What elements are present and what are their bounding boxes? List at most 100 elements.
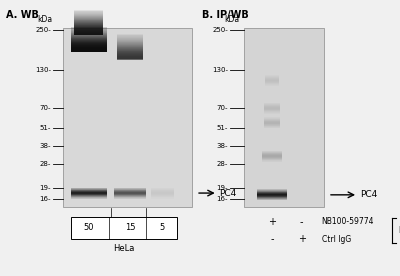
Bar bbox=[117, 34, 143, 35]
Bar bbox=[74, 17, 103, 18]
Bar bbox=[74, 11, 103, 12]
Bar bbox=[70, 36, 107, 37]
Bar bbox=[74, 27, 103, 28]
Bar bbox=[74, 16, 103, 17]
Bar bbox=[117, 55, 143, 56]
Text: 28-: 28- bbox=[217, 161, 228, 167]
Bar bbox=[70, 33, 107, 34]
Bar bbox=[117, 47, 143, 48]
Bar bbox=[74, 20, 103, 21]
Bar bbox=[74, 21, 103, 22]
Bar bbox=[117, 35, 143, 36]
Text: 51-: 51- bbox=[40, 124, 51, 131]
Bar bbox=[70, 44, 107, 45]
Bar bbox=[74, 31, 103, 32]
Bar bbox=[70, 45, 107, 46]
Bar bbox=[117, 43, 143, 44]
Text: 5: 5 bbox=[160, 223, 165, 232]
Bar bbox=[74, 31, 103, 32]
Bar bbox=[117, 36, 143, 37]
Bar bbox=[117, 37, 143, 38]
Bar bbox=[74, 14, 103, 15]
Text: kDa: kDa bbox=[224, 15, 239, 25]
Bar bbox=[74, 25, 103, 26]
Bar bbox=[70, 38, 107, 39]
Bar bbox=[74, 13, 103, 14]
Bar bbox=[117, 49, 143, 50]
Text: 38-: 38- bbox=[40, 143, 51, 148]
Bar bbox=[117, 45, 143, 46]
Bar bbox=[70, 28, 107, 29]
Bar bbox=[74, 12, 103, 13]
Bar bbox=[117, 38, 143, 39]
Bar bbox=[70, 29, 107, 30]
Bar bbox=[70, 28, 107, 29]
Bar bbox=[117, 58, 143, 59]
Bar bbox=[74, 23, 103, 24]
Bar bbox=[117, 57, 143, 58]
Bar bbox=[117, 56, 143, 57]
Bar bbox=[74, 22, 103, 23]
Bar bbox=[70, 41, 107, 42]
Bar bbox=[117, 52, 143, 53]
Bar bbox=[117, 50, 143, 51]
Text: A. WB: A. WB bbox=[6, 10, 39, 20]
Bar bbox=[117, 39, 143, 40]
Bar bbox=[117, 48, 143, 49]
Bar bbox=[70, 37, 107, 38]
Bar bbox=[63, 28, 192, 207]
Bar bbox=[117, 37, 143, 38]
Bar bbox=[70, 217, 177, 239]
Bar bbox=[70, 51, 107, 52]
Text: 250-: 250- bbox=[212, 27, 228, 33]
Bar bbox=[70, 36, 107, 37]
Text: IP: IP bbox=[398, 226, 400, 235]
Bar bbox=[70, 42, 107, 43]
Bar bbox=[70, 45, 107, 46]
Bar bbox=[117, 45, 143, 46]
Bar bbox=[74, 33, 103, 34]
Bar bbox=[70, 48, 107, 49]
Bar bbox=[117, 40, 143, 41]
Bar bbox=[74, 24, 103, 25]
Bar bbox=[74, 21, 103, 22]
Bar bbox=[70, 46, 107, 47]
Text: Ctrl IgG: Ctrl IgG bbox=[322, 235, 351, 243]
Bar bbox=[70, 47, 107, 48]
Bar bbox=[117, 48, 143, 49]
Bar bbox=[74, 32, 103, 33]
Bar bbox=[70, 41, 107, 42]
Bar bbox=[70, 30, 107, 31]
Text: B. IP/WB: B. IP/WB bbox=[202, 10, 249, 20]
Text: 130-: 130- bbox=[212, 67, 228, 73]
Bar bbox=[70, 32, 107, 33]
Text: +: + bbox=[268, 217, 276, 227]
Bar bbox=[117, 41, 143, 42]
Bar bbox=[117, 51, 143, 52]
Text: 19-: 19- bbox=[40, 185, 51, 191]
Bar bbox=[70, 40, 107, 41]
Bar bbox=[74, 26, 103, 27]
Text: 15: 15 bbox=[125, 223, 135, 232]
Bar bbox=[117, 46, 143, 47]
Text: 16-: 16- bbox=[216, 196, 228, 201]
Bar bbox=[74, 27, 103, 28]
Bar bbox=[74, 28, 103, 29]
Bar bbox=[117, 41, 143, 42]
Bar bbox=[70, 39, 107, 40]
Bar bbox=[117, 57, 143, 58]
Bar bbox=[74, 18, 103, 19]
Bar bbox=[70, 27, 107, 28]
Bar bbox=[70, 31, 107, 32]
Bar bbox=[117, 35, 143, 36]
Text: 16-: 16- bbox=[40, 196, 51, 201]
Bar bbox=[74, 15, 103, 16]
Bar bbox=[70, 47, 107, 48]
Bar bbox=[70, 29, 107, 30]
Bar bbox=[70, 42, 107, 43]
Text: PC4: PC4 bbox=[360, 190, 377, 199]
Text: PC4: PC4 bbox=[220, 189, 237, 198]
Bar bbox=[70, 46, 107, 47]
Bar bbox=[70, 51, 107, 52]
Bar bbox=[74, 30, 103, 31]
